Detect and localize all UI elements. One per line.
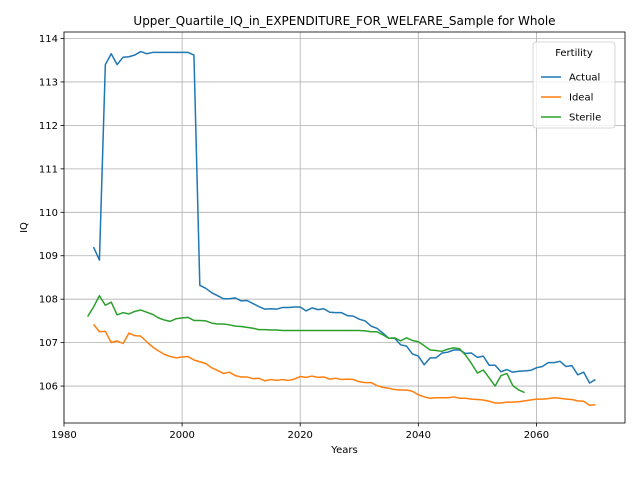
legend-label-actual: Actual — [569, 73, 600, 84]
x-tick-label: 2000 — [169, 430, 194, 441]
x-axis-label: Years — [330, 445, 357, 456]
y-tick-label: 108 — [39, 295, 58, 306]
x-tick-label: 2020 — [287, 430, 312, 441]
y-tick-label: 109 — [39, 251, 58, 262]
y-tick-label: 110 — [39, 208, 58, 219]
y-tick-label: 111 — [39, 164, 58, 175]
y-axis-ticks: 106 107 108 109 110 111 112 113 114 — [39, 34, 64, 393]
y-axis-label: IQ — [19, 222, 30, 233]
legend-label-ideal: Ideal — [569, 93, 593, 104]
legend-items: Actual Ideal Sterile — [541, 73, 601, 124]
x-tick-label: 2040 — [406, 430, 431, 441]
plot-frame — [63, 31, 626, 424]
y-tick-label: 112 — [39, 121, 58, 132]
chart-title: Upper_Quartile_IQ_in_EXPENDITURE_FOR_WEL… — [133, 14, 555, 28]
series-line-ideal — [92, 323, 596, 406]
legend-title: Fertility — [555, 48, 593, 59]
y-tick-label: 113 — [39, 77, 58, 88]
legend-box — [532, 41, 616, 129]
y-tick-label: 114 — [39, 34, 58, 45]
series-lines — [86, 50, 596, 406]
legend-label-sterile: Sterile — [569, 113, 601, 124]
y-tick-label: 106 — [39, 382, 58, 393]
y-tick-label: 107 — [39, 338, 58, 349]
x-tick-label: 2060 — [524, 430, 549, 441]
x-axis-ticks: 1980 2000 2020 2040 2060 — [51, 423, 549, 441]
legend: Fertility Actual Ideal Sterile — [532, 41, 616, 129]
grid-lines — [63, 32, 625, 423]
series-line-actual — [92, 50, 596, 384]
series-line-sterile — [86, 294, 525, 394]
x-tick-label: 1980 — [51, 430, 76, 441]
